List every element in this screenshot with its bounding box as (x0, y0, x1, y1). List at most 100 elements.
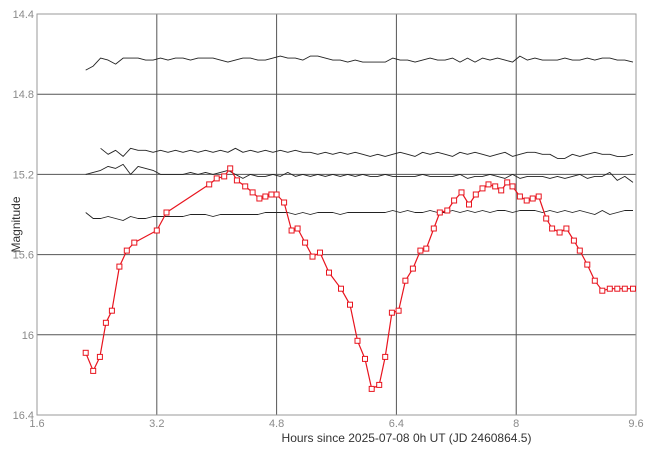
target-point (90, 367, 97, 374)
data-series (82, 55, 636, 392)
x-tick-label: 3.2 (149, 418, 164, 430)
y-tick-label: 14.4 (13, 9, 34, 21)
comparison-series-2 (100, 147, 634, 159)
target-series (82, 165, 636, 392)
target-point (409, 265, 416, 272)
target-point (242, 183, 249, 190)
target-point (262, 193, 269, 200)
tick-labels: 1.6 3.2 4.8 6.4 8 9.6 14.4 14.8 15.2 15.6 16 16.4 (13, 9, 644, 430)
target-point (82, 349, 89, 356)
target-point (382, 353, 389, 360)
x-tick-label: 6.4 (389, 418, 404, 430)
x-tick-label: 1.6 (29, 418, 44, 430)
target-point (509, 183, 516, 190)
target-point (630, 285, 636, 292)
x-tick-label: 9.6 (628, 418, 643, 430)
target-point (430, 225, 437, 232)
target-point (498, 187, 505, 194)
target-point (376, 381, 383, 388)
target-point (281, 199, 288, 206)
target-point (599, 287, 606, 294)
target-point (479, 185, 486, 192)
target-point (213, 175, 220, 182)
y-tick-label: 16 (22, 330, 34, 342)
target-point (233, 177, 240, 184)
target-point (256, 195, 263, 202)
target-point (563, 225, 570, 232)
target-point (549, 225, 556, 232)
target-point (472, 191, 479, 198)
target-point (556, 229, 563, 236)
target-point (570, 237, 577, 244)
target-point (96, 353, 103, 360)
target-point (362, 355, 368, 362)
plot-frame (36, 13, 637, 416)
target-point (354, 337, 361, 344)
target-point (131, 239, 138, 246)
target-point (116, 263, 123, 270)
comparison-series-4 (85, 210, 633, 221)
y-axis-title: Magnitude (9, 196, 23, 252)
target-point (451, 197, 458, 204)
target-point (163, 209, 170, 216)
y-tick-label: 15.6 (13, 250, 34, 262)
x-axis-title: Hours since 2025-07-08 0h UT (JD 2460864… (282, 431, 532, 445)
gridlines (37, 14, 636, 415)
target-point (458, 189, 465, 196)
target-point (417, 247, 424, 254)
target-point (317, 249, 323, 256)
target-point (108, 307, 115, 314)
target-line (85, 167, 633, 390)
target-point (249, 189, 256, 196)
target-point (338, 285, 344, 292)
target-point (288, 227, 295, 234)
comparison-series-1 (85, 55, 634, 71)
target-point (606, 285, 613, 292)
target-point (576, 247, 583, 254)
target-point (123, 247, 130, 254)
target-point (388, 309, 395, 316)
target-point (614, 285, 621, 292)
comparison-line (85, 55, 634, 71)
target-point (294, 225, 301, 232)
target-point (591, 277, 598, 284)
target-point (423, 245, 430, 252)
target-point (268, 191, 275, 198)
y-tick-label: 14.8 (13, 89, 34, 101)
target-point (523, 197, 530, 204)
target-point (444, 207, 451, 214)
target-point (402, 277, 409, 284)
target-point (227, 165, 234, 172)
target-point (309, 253, 316, 260)
comparison-line (85, 163, 634, 183)
x-tick-label: 8 (513, 418, 519, 430)
comparison-line (100, 147, 634, 159)
x-tick-label: 4.8 (269, 418, 284, 430)
target-point (436, 209, 443, 216)
target-point (302, 239, 309, 246)
target-point (273, 191, 280, 198)
target-point (621, 285, 628, 292)
target-point (529, 195, 536, 202)
target-point (535, 193, 542, 200)
comparison-series-3 (85, 163, 634, 183)
target-point (153, 227, 160, 234)
target-point (368, 385, 375, 392)
target-point (395, 307, 402, 314)
target-point (347, 301, 353, 308)
target-point (543, 215, 550, 222)
target-point (504, 179, 511, 186)
target-point (221, 173, 228, 180)
y-tick-label: 16.4 (13, 410, 34, 422)
comparison-line (85, 210, 633, 221)
target-point (102, 319, 109, 326)
target-point (206, 181, 213, 188)
target-point (584, 261, 591, 268)
target-point (492, 183, 499, 190)
target-point (466, 201, 472, 208)
target-point (326, 269, 332, 276)
y-tick-label: 15.2 (13, 169, 34, 181)
target-point (485, 181, 492, 188)
